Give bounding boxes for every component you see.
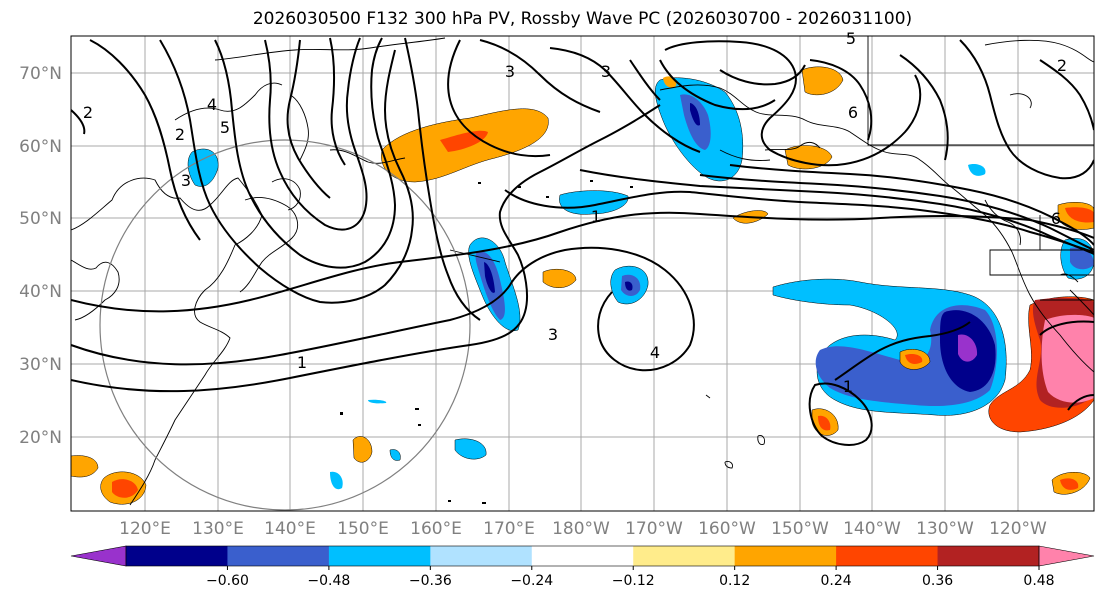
longitude-labels: 120°E 130°E 140°E 150°E 160°E 170°E 180°W 170°W… [119,519,1047,539]
colorbar-bin [126,546,228,566]
colorbar: −0.60 −0.48 −0.36 −0.24 −0.12 0.12 0.24 0.36 0.4… [70,545,1095,589]
colorbar-frame [125,545,1040,567]
colorbar-extend-low [70,545,127,567]
colorbar-bin [328,546,431,566]
longitude-label: 160°E [410,519,462,539]
colorbar-bin [836,546,939,566]
colorbar-tick-label: 0.24 [821,573,852,589]
latitude-label: 50°N [19,209,62,229]
coastlines [71,36,1094,506]
contour-label: 3 [505,62,515,81]
colorbar-tick-label: 0.36 [922,573,953,589]
contour-label: 6 [1051,209,1061,228]
colorbar-tick-label: 0.48 [1023,573,1054,589]
longitude-label: 140°W [843,519,901,539]
contour-label: 6 [848,103,858,122]
colorbar-tick-label: −0.60 [206,573,249,589]
latitude-label: 60°N [19,137,62,157]
pc-shading-positive [71,66,1094,505]
contour-label: 5 [846,29,856,48]
longitude-label: 140°E [264,519,316,539]
longitude-label: 150°W [771,519,829,539]
colorbar-tick-label: 0.12 [719,573,750,589]
latitude-label: 20°N [19,428,62,448]
contour-label: 3 [548,325,558,344]
contour-label: 2 [175,125,185,144]
latitude-label: 40°N [19,282,62,302]
latitude-label: 30°N [19,355,62,375]
longitude-label: 150°E [337,519,389,539]
longitude-label: 130°W [916,519,974,539]
contour-label: 2 [1057,56,1067,75]
contour-label: 1 [843,377,853,396]
colorbar-tick-label: −0.36 [409,573,452,589]
pv-contours [71,37,1094,446]
contour-label: 2 [83,103,93,122]
map-frame [70,35,1095,512]
colorbar-bin [531,546,634,566]
contour-label: 5 [220,118,230,137]
colorbar-bin [430,546,533,566]
colorbar-extend-high [1038,545,1095,567]
longitude-label: 120°E [119,519,171,539]
colorbar-bin [937,546,1040,566]
longitude-label: 160°W [698,519,756,539]
colorbar-tick-label: −0.48 [307,573,350,589]
contour-label: 3 [181,171,191,190]
contour-label: 4 [207,95,217,114]
colorbar-bin [734,546,837,566]
contour-label: 3 [601,62,611,81]
longitude-label: 170°W [625,519,683,539]
contour-label: 1 [591,207,601,226]
latitude-label: 70°N [19,64,62,84]
islands [340,180,633,504]
reference-circle [99,139,471,511]
map-title: 2026030500 F132 300 hPa PV, Rossby Wave … [252,9,913,29]
colorbar-tick-label: −0.12 [612,573,655,589]
contour-label: 4 [650,343,660,362]
longitude-label: 130°E [192,519,244,539]
contour-label: 1 [297,353,307,372]
longitude-label: 120°W [989,519,1047,539]
latitude-labels: 70°N 60°N 50°N 40°N 30°N 20°N [19,64,62,448]
longitude-label: 170°E [483,519,535,539]
map-area [71,36,1094,511]
longitude-label: 180°W [552,519,610,539]
colorbar-bin [227,546,330,566]
colorbar-tick-label: −0.24 [510,573,553,589]
colorbar-bin [633,546,736,566]
